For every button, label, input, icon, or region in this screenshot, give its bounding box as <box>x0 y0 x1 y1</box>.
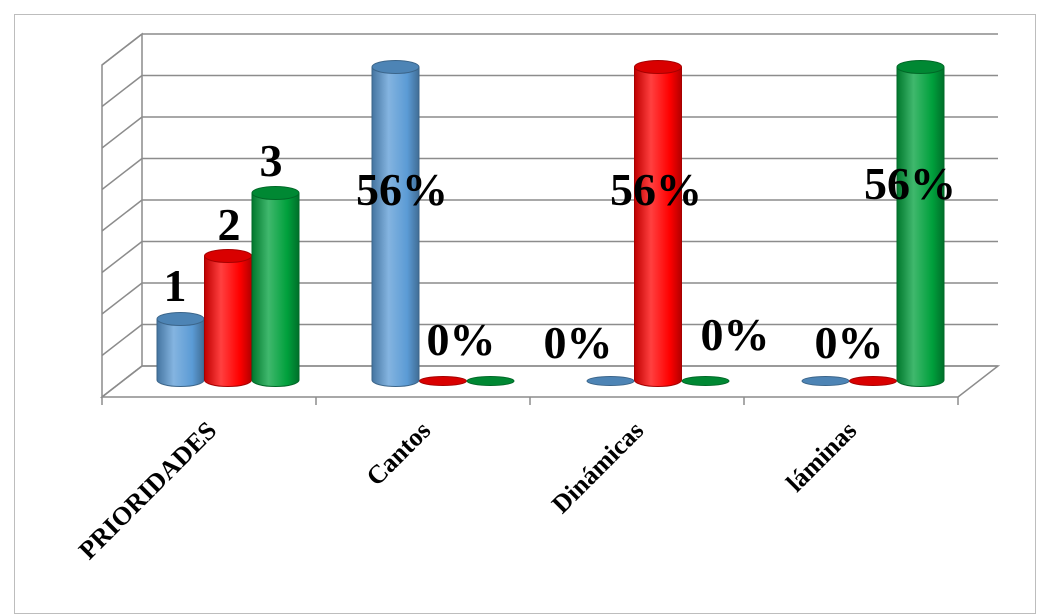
category-label: Dinámicas <box>546 416 649 519</box>
bar-top <box>896 60 945 74</box>
bar-zero <box>466 376 515 386</box>
gridline <box>101 240 143 274</box>
data-label: 0% <box>815 317 884 368</box>
bar-zero <box>586 376 635 386</box>
bar <box>371 66 420 387</box>
bar-zero <box>681 376 730 386</box>
gridline <box>101 282 143 315</box>
bar <box>634 66 682 387</box>
data-label: 0% <box>544 317 613 368</box>
data-label: 56% <box>864 158 956 209</box>
data-label: 56% <box>610 164 702 215</box>
gridline <box>101 323 143 357</box>
gridline <box>101 74 143 108</box>
bar <box>204 255 252 387</box>
gridline <box>101 365 143 398</box>
category-label: láminas <box>780 416 862 498</box>
bar-top <box>251 186 300 200</box>
category-label: PRIORIDADES <box>73 416 222 565</box>
bar-top <box>634 60 682 74</box>
bar <box>896 66 945 387</box>
bar-zero <box>849 376 897 386</box>
bar-top <box>371 60 420 74</box>
bar <box>156 318 205 387</box>
bar-top <box>204 249 252 263</box>
category-label: Cantos <box>361 416 437 492</box>
data-label: 0% <box>427 314 496 365</box>
gridline <box>101 33 143 66</box>
gridline <box>101 116 143 149</box>
data-label: 2 <box>218 199 241 250</box>
data-label: 3 <box>260 135 283 186</box>
data-label: 56% <box>356 164 448 215</box>
data-label: 1 <box>164 260 187 311</box>
data-label: 0% <box>701 309 770 360</box>
bar-top <box>156 312 205 326</box>
gridline <box>101 199 143 232</box>
bar <box>251 192 300 387</box>
gridline <box>101 157 143 191</box>
bar-zero <box>419 376 467 386</box>
bar-zero <box>801 376 850 386</box>
